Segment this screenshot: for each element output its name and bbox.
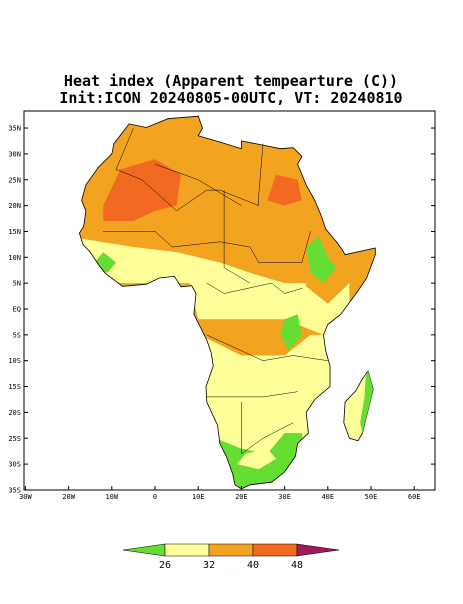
lat-label: 10N xyxy=(8,254,21,262)
border xyxy=(154,163,242,206)
lat-label: 20N xyxy=(8,202,21,210)
lat-label: 25S xyxy=(8,435,21,443)
lat-label: 35N xyxy=(8,125,21,133)
lon-label: 30W xyxy=(19,493,32,501)
border xyxy=(206,282,302,294)
lat-label: 15S xyxy=(8,383,21,391)
colorbar-label: 26 xyxy=(159,560,171,571)
madagascar-east xyxy=(360,371,374,434)
coastline xyxy=(78,115,376,490)
lat-label: 5N xyxy=(13,280,21,288)
lon-label: 30E xyxy=(278,493,291,501)
lat-label: 25N xyxy=(8,176,21,184)
land-fill xyxy=(79,116,376,489)
lon-label: 10W xyxy=(105,493,118,501)
colorbar-label: 48 xyxy=(291,560,303,571)
lon-label: 40E xyxy=(321,493,334,501)
border xyxy=(115,128,264,212)
colorbar: 26 32 40 48 xyxy=(122,543,340,571)
zone xyxy=(79,236,307,320)
border xyxy=(206,391,298,398)
zone xyxy=(237,448,276,470)
lon-label: 60E xyxy=(408,493,421,501)
zone xyxy=(280,314,302,351)
colorbar-label: 40 xyxy=(247,560,259,571)
lat-label: 30S xyxy=(8,461,21,469)
border xyxy=(206,334,328,361)
lon-label: 50E xyxy=(365,493,378,501)
lat-label: 15N xyxy=(8,228,21,236)
lon-label: 20W xyxy=(62,493,75,501)
border xyxy=(103,231,311,263)
colorbar-segment xyxy=(164,543,210,557)
colorbar-segment xyxy=(122,543,166,557)
colorbar-segment xyxy=(296,543,340,557)
zone xyxy=(103,159,181,222)
title: Heat index (Apparent tempearture (C)) xyxy=(64,72,398,90)
zone xyxy=(306,236,337,284)
colorbar-segment xyxy=(208,543,254,557)
lat-label: 5S xyxy=(13,331,21,339)
lat-label: EQ xyxy=(13,306,21,314)
map xyxy=(78,115,376,490)
lon-label: 0 xyxy=(153,493,157,501)
axes: 35N 30N 25N 20N 15N 10N 5N EQ 5S 10S 15S 20S 25S 30S 3… xyxy=(8,125,435,501)
border xyxy=(223,190,251,284)
lon-label: 20E xyxy=(235,493,248,501)
lat-label: 30N xyxy=(8,150,21,158)
map-frame xyxy=(23,110,436,491)
lon-label: 10E xyxy=(192,493,205,501)
colorbar-label: 32 xyxy=(203,560,215,571)
colorbar-segment xyxy=(252,543,298,557)
lat-label: 35S xyxy=(8,486,21,494)
subtitle: Init:ICON 20240805-00UTC, VT: 20240810 xyxy=(59,89,402,107)
lat-label: 10S xyxy=(8,357,21,365)
zone xyxy=(267,174,302,206)
lat-label: 20S xyxy=(8,409,21,417)
border xyxy=(241,402,294,455)
